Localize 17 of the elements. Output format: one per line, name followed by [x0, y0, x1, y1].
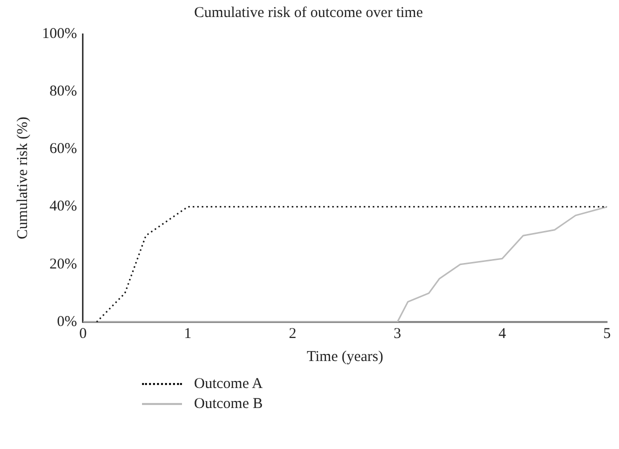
x-tick-label: 5 [603, 326, 611, 342]
y-tick-label: 80% [49, 84, 77, 100]
y-tick-label: 0% [56, 314, 77, 330]
x-tick-label: 2 [288, 326, 296, 342]
y-tick-label: 60% [49, 141, 77, 158]
y-axis-title: Cumulative risk (%) [14, 116, 31, 240]
legend-label: Outcome B [194, 396, 263, 412]
y-tick-label: 100% [42, 26, 77, 42]
x-axis-title: Time (years) [306, 348, 384, 365]
y-tick-label: 20% [49, 256, 77, 272]
y-tick-label: 40% [49, 198, 77, 215]
x-tick-label: 0 [79, 326, 87, 342]
x-tick-label: 1 [184, 326, 192, 342]
legend-label: Outcome A [194, 376, 263, 392]
x-tick-label: 4 [498, 326, 506, 342]
chart-title: Cumulative risk of outcome over time [194, 4, 424, 21]
x-tick-label: 3 [394, 326, 402, 342]
